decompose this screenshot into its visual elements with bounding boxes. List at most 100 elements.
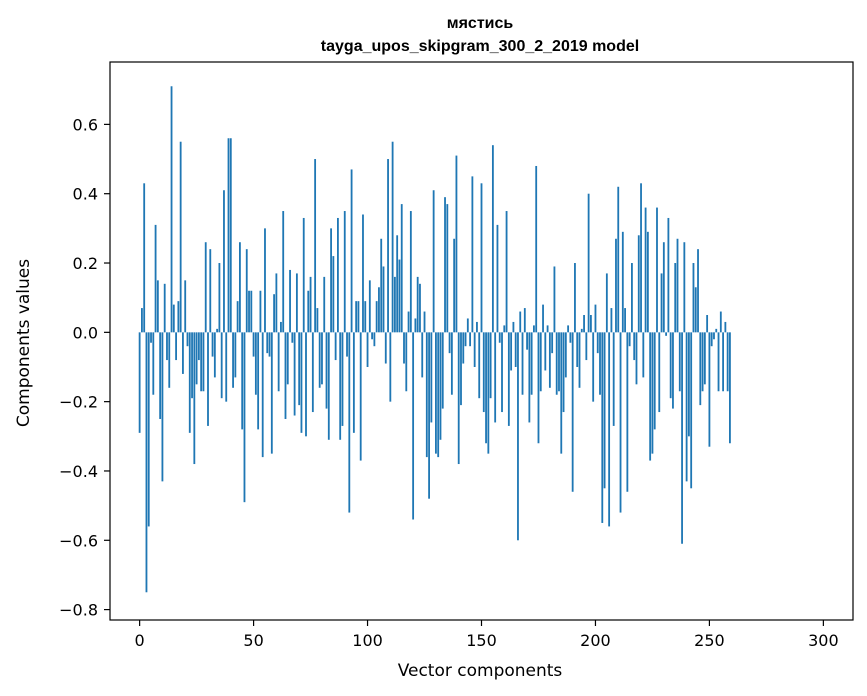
bar	[544, 332, 547, 371]
bar	[564, 332, 567, 378]
bar	[234, 332, 237, 378]
bar	[380, 238, 383, 333]
bar	[482, 332, 485, 413]
bar	[713, 332, 715, 340]
bar	[371, 332, 374, 340]
bar	[496, 224, 499, 333]
bar	[703, 332, 706, 385]
bar	[692, 263, 695, 333]
bar	[186, 332, 189, 347]
bar	[448, 332, 451, 354]
bar	[533, 325, 535, 333]
bar	[633, 332, 636, 361]
bar	[138, 332, 141, 433]
bar	[266, 332, 269, 354]
bar	[289, 269, 291, 333]
bar	[608, 332, 611, 527]
bar	[400, 204, 403, 333]
bar	[166, 332, 168, 361]
bar	[227, 138, 230, 333]
bar	[182, 332, 184, 374]
bar	[503, 325, 506, 333]
bar	[469, 332, 472, 347]
bar	[464, 332, 467, 347]
bar	[316, 308, 319, 333]
bar	[357, 301, 360, 333]
bar	[558, 332, 560, 392]
bars-group	[138, 86, 731, 593]
bar	[589, 315, 592, 333]
bar	[216, 328, 219, 333]
bar	[507, 332, 510, 426]
bar	[355, 301, 358, 333]
bar	[191, 332, 193, 399]
bar	[501, 332, 503, 413]
bar	[202, 332, 205, 392]
bar	[147, 332, 150, 527]
bar	[551, 332, 554, 354]
x-tick-label: 150	[466, 631, 497, 650]
bar	[646, 231, 649, 333]
bar	[444, 197, 446, 333]
bar	[252, 332, 255, 357]
bar	[690, 332, 693, 489]
bar	[569, 332, 572, 343]
bar	[141, 308, 143, 333]
bar	[603, 332, 606, 489]
x-tick-label: 250	[694, 631, 725, 650]
bar	[432, 190, 435, 333]
bar	[236, 301, 239, 333]
bar	[471, 176, 474, 333]
y-tick-label: −0.6	[59, 531, 98, 550]
bar	[300, 332, 303, 433]
bar	[619, 332, 622, 513]
bar	[610, 308, 613, 333]
bar	[398, 259, 401, 333]
bar	[261, 332, 264, 458]
bar	[726, 332, 729, 392]
bar	[318, 332, 321, 388]
bar	[366, 332, 369, 367]
bar	[332, 256, 335, 333]
bar	[658, 332, 661, 413]
bar	[314, 159, 317, 333]
bar	[193, 332, 196, 465]
bar	[384, 332, 387, 364]
bar	[348, 332, 351, 513]
bar	[248, 290, 250, 333]
bar	[270, 332, 273, 454]
bar	[674, 263, 677, 333]
bar	[628, 332, 631, 347]
bar	[519, 311, 522, 333]
bar	[416, 276, 419, 333]
bar	[517, 332, 519, 541]
bar	[163, 283, 166, 333]
bar	[352, 332, 355, 433]
bar	[291, 332, 294, 343]
bar	[592, 332, 595, 402]
bar	[188, 332, 191, 433]
bar	[387, 159, 389, 333]
bar	[273, 294, 276, 333]
bar	[649, 332, 652, 461]
bar	[154, 224, 157, 333]
bar	[393, 276, 396, 333]
bar	[676, 238, 679, 333]
bar	[298, 332, 301, 406]
x-tick-label: 50	[243, 631, 263, 650]
bar	[441, 332, 444, 409]
bar	[460, 332, 462, 406]
bar	[159, 332, 162, 419]
bar	[667, 217, 670, 333]
bar	[430, 332, 433, 423]
bar	[548, 332, 551, 388]
bar	[378, 287, 380, 333]
bar	[409, 211, 412, 333]
bar	[175, 332, 177, 361]
bar	[339, 332, 342, 440]
bar	[672, 332, 674, 409]
bar	[473, 332, 476, 367]
bar	[485, 332, 487, 444]
bar	[197, 332, 200, 361]
bar	[578, 332, 581, 388]
